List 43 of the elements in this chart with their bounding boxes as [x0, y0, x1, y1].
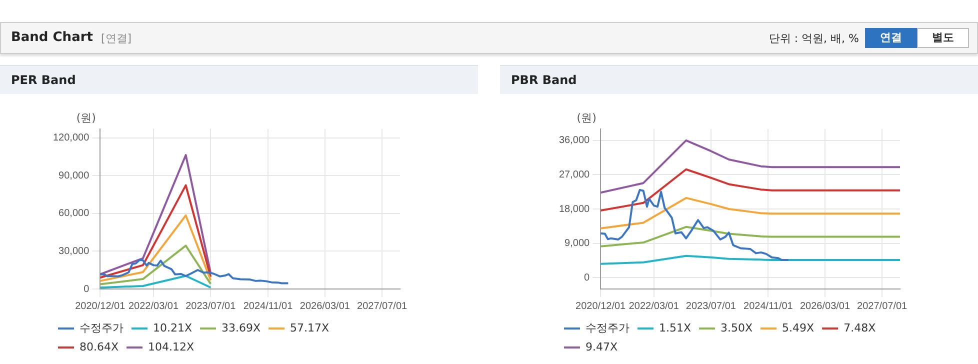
text: [연결]	[101, 31, 132, 46]
y-tick-label: 90,000	[58, 170, 90, 182]
y-axis-title: (원)	[76, 111, 96, 124]
legend-label: 80.64X	[80, 340, 119, 354]
y-tick-label: 36,000	[558, 135, 590, 146]
legend-label: 104.12X	[148, 340, 195, 354]
text: Band Chart	[11, 30, 93, 45]
text: 단위 : 억원, 배, %	[768, 31, 859, 46]
y-tick-label: 9,000	[564, 238, 590, 250]
y-tick-label: 0	[84, 284, 90, 295]
legend-label: 57.17X	[290, 321, 330, 334]
y-axis-title: (원)	[576, 111, 596, 124]
y-tick-label: 120,000	[52, 132, 90, 144]
y-tick-label: 27,000	[558, 169, 590, 180]
x-tick-label: 2024/11/01	[744, 300, 794, 312]
x-tick-label: 2022/03/01	[628, 300, 680, 312]
legend-label: 33.69X	[222, 321, 262, 334]
x-tick-label: 2027/07/01	[857, 300, 908, 312]
legend-label: 수정주가	[586, 321, 630, 334]
legend-label: 7.48X	[844, 321, 876, 334]
x-tick-label: 2026/03/01	[300, 300, 350, 312]
x-tick-label: 2026/03/01	[800, 300, 850, 312]
x-tick-label: 2022/03/01	[128, 300, 179, 312]
y-tick-label: 60,000	[58, 208, 90, 220]
y-tick-label: 0	[584, 272, 590, 284]
legend-label: 3.50X	[720, 321, 754, 334]
legend-label: 5.49X	[782, 321, 815, 334]
legend-label: 9.47X	[586, 340, 618, 354]
chart-title: PER Band	[0, 65, 478, 94]
text: 연결	[865, 28, 917, 48]
x-tick-label: 2027/07/01	[357, 300, 408, 312]
legend-label: 1.51X	[659, 321, 692, 334]
x-tick-label: 2024/11/01	[243, 300, 294, 312]
x-tick-label: 2023/07/01	[186, 300, 236, 312]
legend-label: 수정주가	[80, 321, 124, 334]
text: 별도	[917, 28, 969, 48]
y-tick-label: 30,000	[58, 246, 90, 257]
chart-title: PBR Band	[500, 65, 978, 94]
x-tick-label: 2020/12/01	[576, 300, 626, 312]
x-tick-label: 2023/07/01	[686, 300, 736, 312]
legend-label: 10.21X	[153, 321, 192, 334]
x-tick-label: 2020/12/01	[75, 300, 126, 312]
y-tick-label: 18,000	[558, 204, 590, 215]
